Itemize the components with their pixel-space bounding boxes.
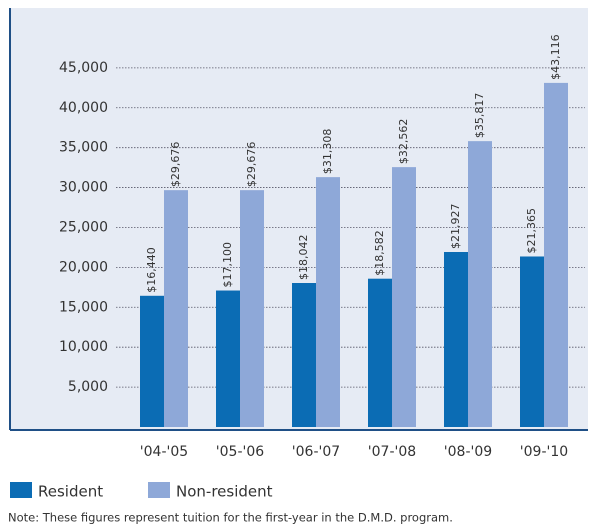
x-tick-label: '08-'09 (444, 444, 492, 460)
x-tick-label: '07-'08 (368, 444, 416, 460)
value-label: $29,676 (169, 142, 182, 188)
legend-swatch (148, 482, 170, 498)
bar (520, 256, 544, 427)
y-tick-label: 20,000 (59, 259, 108, 275)
bar (140, 295, 164, 427)
x-tick-label: '09-'10 (520, 444, 568, 460)
value-label: $29,676 (245, 142, 258, 188)
note: Note: These figures represent tuition fo… (8, 511, 453, 525)
x-tick-label: '05-'06 (216, 444, 264, 460)
x-tick-label: '04-'05 (140, 444, 188, 460)
x-tick-label: '06-'07 (292, 444, 340, 460)
value-label: $16,440 (145, 247, 158, 293)
bar (292, 283, 316, 427)
y-tick-label: 30,000 (59, 180, 108, 196)
bar (468, 141, 492, 427)
y-tick-label: 35,000 (59, 140, 108, 156)
value-label: $21,927 (449, 204, 462, 250)
legend-label: Resident (38, 483, 103, 501)
value-label: $17,100 (221, 242, 234, 288)
legend-swatch (10, 482, 32, 498)
value-label: $32,562 (397, 119, 410, 165)
bar (240, 190, 264, 427)
value-label: $35,817 (473, 93, 486, 139)
y-tick-label: 25,000 (59, 219, 108, 235)
value-label: $43,116 (549, 34, 562, 80)
y-tick-label: 15,000 (59, 299, 108, 315)
value-label: $31,308 (321, 129, 334, 175)
legend-label: Non-resident (176, 483, 273, 501)
bar (316, 177, 340, 427)
bar (392, 167, 416, 428)
value-label: $18,582 (373, 230, 386, 276)
y-tick-label: 10,000 (59, 339, 108, 355)
bar (216, 290, 240, 427)
value-label: $18,042 (297, 235, 310, 281)
y-tick-label: 40,000 (59, 100, 108, 116)
bar (444, 252, 468, 427)
value-label: $21,365 (525, 208, 538, 254)
y-tick-label: 45,000 (59, 60, 108, 76)
bar (368, 278, 392, 427)
bar (544, 82, 568, 428)
y-tick-label: 5,000 (68, 379, 108, 395)
bar (164, 190, 188, 427)
